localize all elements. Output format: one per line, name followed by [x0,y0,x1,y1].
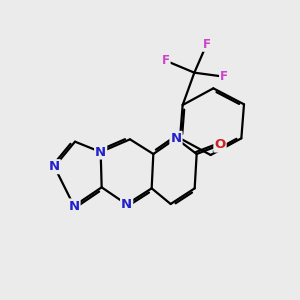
Text: N: N [68,200,80,212]
Text: N: N [121,198,132,211]
Text: F: F [203,38,211,51]
Text: N: N [170,132,182,145]
Text: N: N [49,160,60,173]
Text: O: O [214,139,226,152]
Text: F: F [220,70,228,83]
Text: N: N [95,146,106,158]
Text: F: F [162,54,170,67]
